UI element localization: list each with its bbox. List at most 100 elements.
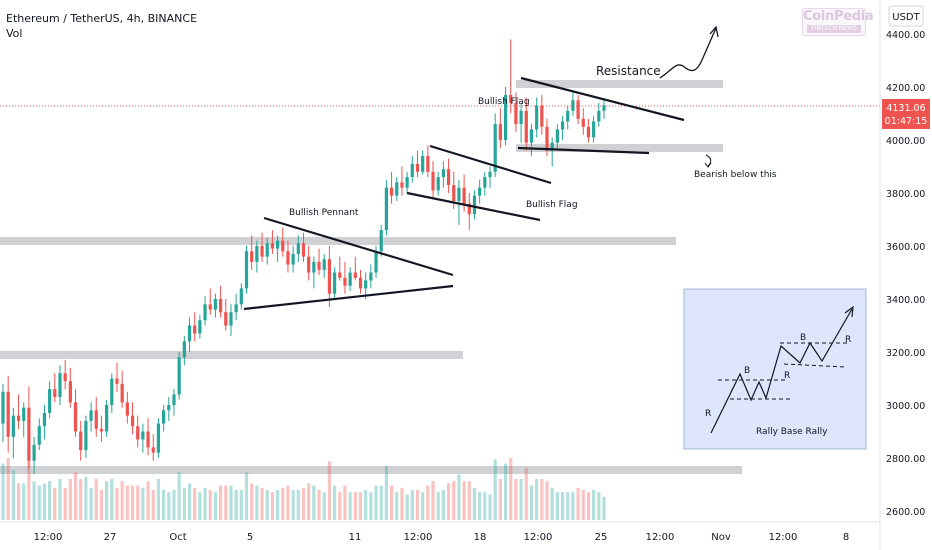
time-tick-label: 12:00: [524, 532, 553, 543]
pennant-lower-line: [243, 284, 454, 311]
volume-bar: [488, 494, 492, 520]
candle-body: [208, 304, 212, 310]
volume-bar: [457, 474, 461, 520]
volume-bar: [296, 490, 300, 520]
candle-body: [431, 171, 435, 191]
candle-body: [250, 251, 254, 262]
candle-body: [156, 423, 161, 453]
volume-bar: [239, 490, 243, 520]
candle-body: [58, 373, 62, 398]
inset-label-r3: R: [845, 335, 851, 345]
volume-bar: [592, 490, 596, 520]
candle-body: [602, 105, 606, 111]
candle-body: [291, 253, 295, 265]
volume-bar: [213, 492, 218, 520]
candle-body: [338, 272, 342, 278]
volume-bar: [79, 479, 83, 520]
symbol-title[interactable]: Ethereum / TetherUS, 4h, BINANCE: [6, 12, 198, 25]
candle-body: [529, 129, 534, 143]
volume-bar: [555, 492, 559, 520]
volume-bar: [400, 487, 404, 520]
candle-body: [301, 243, 306, 257]
watermark-name: CoinPedia: [803, 9, 874, 24]
volume-bar: [524, 468, 528, 520]
volume-bar: [73, 472, 78, 520]
volume-bar: [602, 496, 606, 520]
price-tick-label: 2800.00: [886, 454, 925, 465]
volume-bar: [410, 490, 414, 520]
candle-body: [167, 405, 171, 411]
candle-body: [348, 272, 352, 286]
time-tick-label: 12:00: [646, 532, 675, 543]
candle-body: [488, 171, 492, 178]
inset-zigzag: [710, 308, 853, 434]
volume-bar: [110, 479, 114, 520]
volume-bar: [120, 481, 124, 520]
candle-body: [125, 402, 129, 416]
inset-rally-base-rally: R B R B R Rally Base Rally: [683, 288, 867, 450]
unit-box: [888, 5, 924, 27]
candle-body: [498, 124, 502, 140]
candle-body: [509, 94, 513, 103]
volume-bar: [353, 492, 357, 520]
volume-bar: [529, 485, 534, 520]
time-tick-label: Oct: [169, 532, 186, 543]
volume-bar: [472, 487, 477, 520]
volume-bar: [99, 490, 104, 520]
volume-bar: [374, 485, 378, 520]
volume-indicator-label[interactable]: Vol: [6, 27, 23, 40]
volume-bar: [182, 487, 186, 520]
volume-bar: [156, 479, 161, 520]
candle-body: [571, 100, 575, 111]
candle-body: [503, 94, 508, 140]
volume-bar: [218, 485, 223, 520]
price-tick-label: 3600.00: [886, 242, 925, 253]
time-tick-label: 12:00: [34, 532, 63, 543]
volume-bar: [172, 490, 176, 520]
candle-body: [99, 428, 104, 432]
volume-bar: [441, 490, 445, 520]
volume-bar: [270, 492, 275, 520]
volume-bar: [255, 485, 259, 520]
time-axis[interactable]: 12:00 27 Oct 5 11 12:00 18 12:00 25 12:00 Nov 12:00…: [0, 521, 880, 543]
volume-bar: [358, 492, 363, 520]
volume-bar: [281, 487, 285, 520]
volume-bar: [234, 490, 238, 520]
candle-body: [452, 185, 456, 201]
volume-bar: [312, 485, 316, 520]
volume-bar: [327, 461, 332, 520]
candle-body: [478, 187, 482, 196]
candle-body: [265, 243, 269, 257]
candle-body: [244, 251, 249, 289]
volume-bar: [89, 487, 93, 520]
candle-body: [400, 182, 404, 188]
volume-bar: [94, 479, 98, 520]
candle-body: [193, 325, 197, 334]
candle-body: [592, 121, 596, 138]
candle-body: [576, 100, 580, 119]
inset-label-b2: B: [800, 333, 806, 343]
volume-bar: [68, 479, 72, 520]
candle-body: [421, 155, 425, 172]
candle-body: [198, 320, 202, 334]
candle-body: [415, 163, 420, 172]
candle-body: [177, 357, 181, 395]
candle-body: [410, 163, 414, 178]
time-tick-label: 5: [247, 532, 253, 543]
volume-bar: [250, 483, 254, 520]
candle-body: [234, 304, 238, 313]
candle-body: [22, 407, 26, 421]
candle-body: [260, 246, 264, 257]
volume-bar: [260, 487, 264, 520]
candle-body: [369, 272, 373, 281]
candle-body: [162, 410, 166, 424]
volume-bar: [343, 485, 347, 520]
candle-body: [63, 373, 67, 382]
price-axis[interactable]: USDT 4400.00 4200.00 4000.00 3800.00 3600.00…: [879, 0, 930, 550]
candle-body: [73, 402, 78, 432]
candle-body: [483, 177, 487, 188]
candle-body: [141, 431, 145, 440]
candle-body: [213, 299, 218, 310]
volume-bar: [509, 458, 513, 520]
